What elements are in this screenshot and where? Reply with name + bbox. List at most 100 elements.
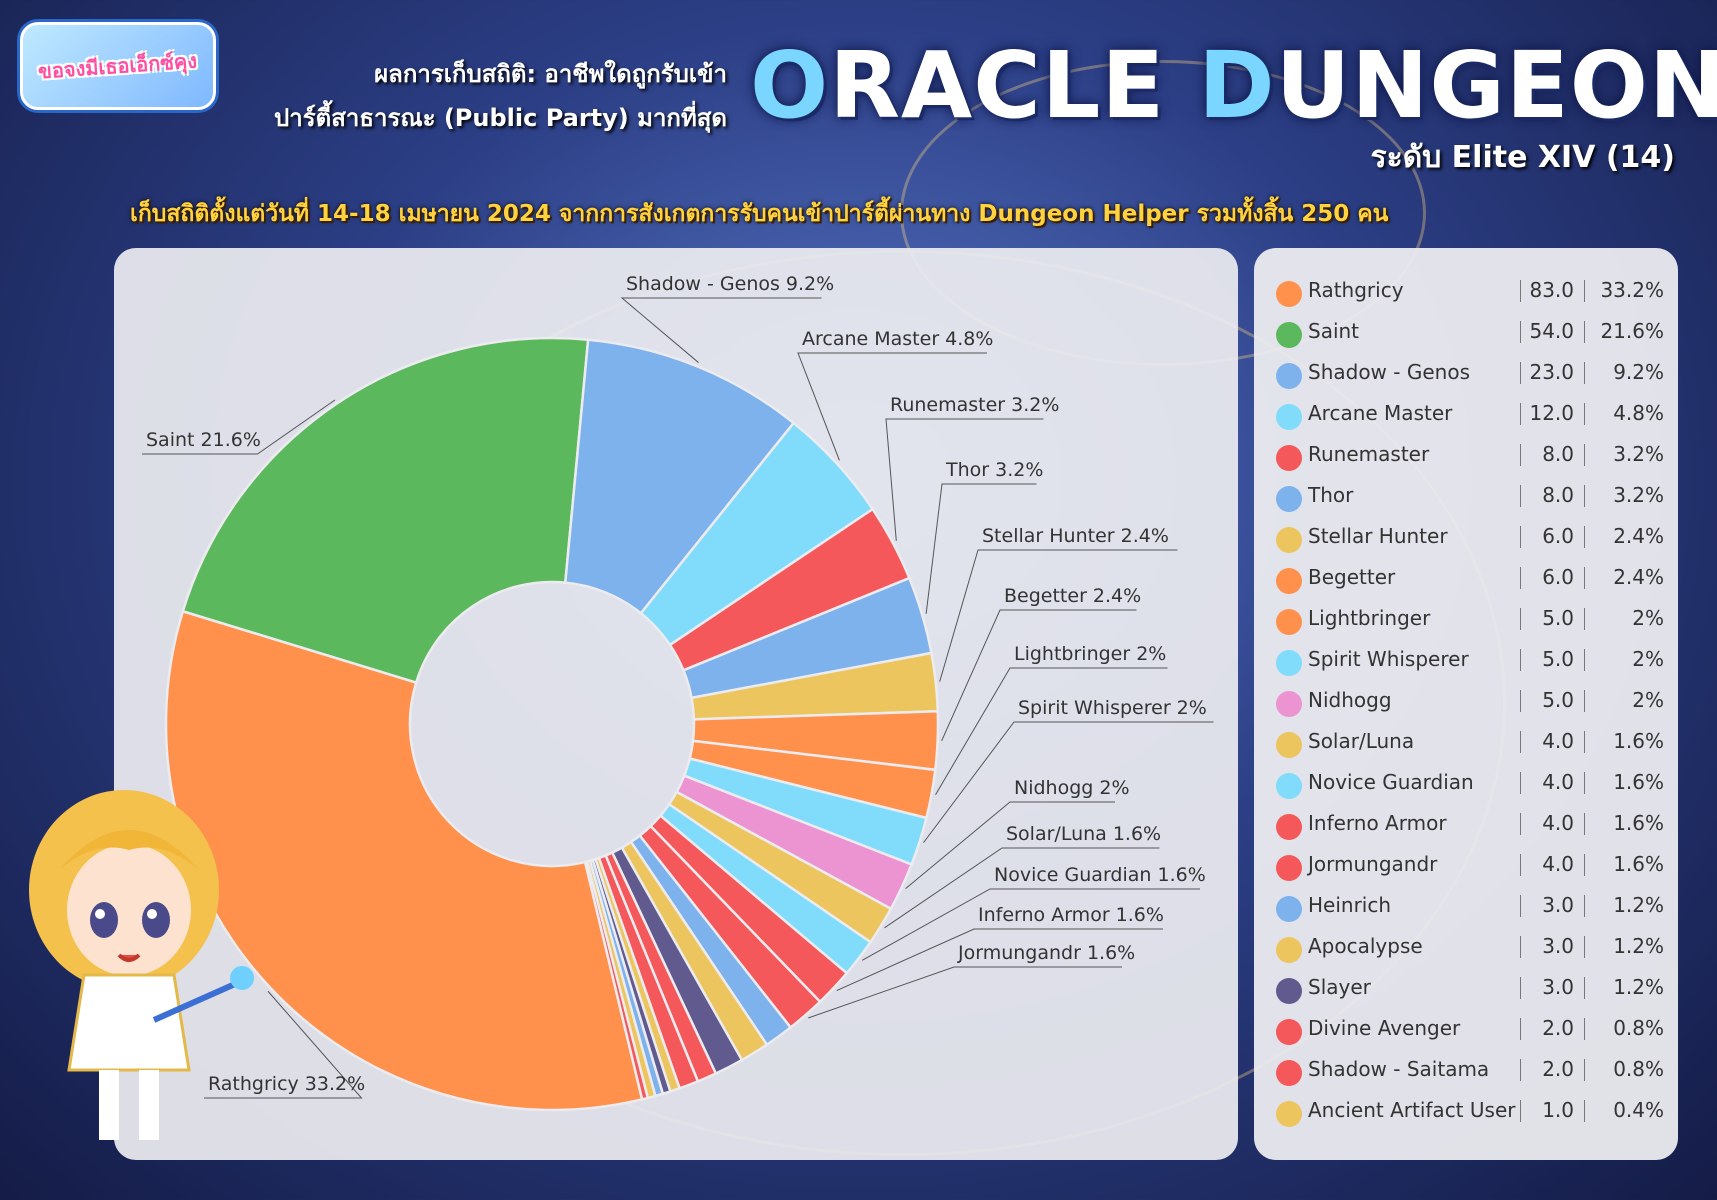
slice-label: Rathgricy 33.2% [208,1073,365,1095]
legend-swatch [1276,855,1302,881]
legend-divider [1584,403,1585,425]
legend-item: Saint 54.0 21.6% [1254,311,1678,352]
legend-percent: 1.6% [1613,729,1664,753]
legend-percent: 2% [1632,647,1664,671]
legend-divider [1584,1100,1585,1122]
legend-divider [1520,977,1521,999]
slice-label: Spirit Whisperer 2% [1018,697,1207,719]
legend-divider [1520,649,1521,671]
legend-value: 8.0 [1542,442,1574,466]
label-leader-line [884,847,1160,929]
legend-value: 3.0 [1542,934,1574,958]
legend-value: 6.0 [1542,524,1574,548]
legend-divider [1520,362,1521,384]
legend-divider [1584,1018,1585,1040]
legend-value: 12.0 [1529,401,1574,425]
legend-percent: 3.2% [1613,442,1664,466]
legend-item: Arcane Master 12.0 4.8% [1254,393,1678,434]
legend-item: Begetter 6.0 2.4% [1254,557,1678,598]
legend-item: Spirit Whisperer 5.0 2% [1254,639,1678,680]
collection-note: เก็บสถิติตั้งแต่วันที่ 14-18 เมษายน 2024… [130,201,1389,227]
legend-divider [1520,1100,1521,1122]
label-leader-line [836,928,1163,991]
legend-name: Arcane Master [1308,401,1453,425]
legend-divider [1584,567,1585,589]
label-leader-line [204,990,363,1099]
slice-label: Solar/Luna 1.6% [1006,823,1161,845]
legend-swatch [1276,773,1302,799]
slice-label: Nidhogg 2% [1014,777,1130,799]
legend-value: 4.0 [1542,729,1574,753]
legend-value: 4.0 [1542,852,1574,876]
legend-swatch [1276,322,1302,348]
legend-name: Saint [1308,319,1360,343]
legend-divider [1520,526,1521,548]
legend-percent: 1.6% [1613,770,1664,794]
slice-label: Jormungandr 1.6% [957,942,1135,964]
legend-percent: 0.8% [1613,1057,1664,1081]
legend-value: 4.0 [1542,811,1574,835]
legend-divider [1584,485,1585,507]
title-accent-2: D [1198,32,1276,139]
legend-divider [1520,731,1521,753]
label-leader-line [941,609,1137,741]
legend-name: Shadow - Genos [1308,360,1470,384]
legend-name: Begetter [1308,565,1396,589]
legend-item: Nidhogg 5.0 2% [1254,680,1678,721]
label-leader-line [620,297,822,363]
legend-percent: 2.4% [1613,524,1664,548]
legend-swatch [1276,691,1302,717]
legend-divider [1584,813,1585,835]
legend-divider [1520,567,1521,589]
legend-divider [1584,608,1585,630]
slice-label: Inferno Armor 1.6% [978,904,1164,926]
slice-label: Thor 3.2% [945,459,1043,481]
legend-swatch [1276,1101,1302,1127]
legend-item: Lightbringer 5.0 2% [1254,598,1678,639]
legend-name: Spirit Whisperer [1308,647,1469,671]
legend-divider [1520,403,1521,425]
legend-divider [1584,444,1585,466]
legend-item: Slayer 3.0 1.2% [1254,967,1678,1008]
legend-divider [1584,280,1585,302]
legend-item: Ancient Artifact User 1.0 0.4% [1254,1090,1678,1131]
legend-name: Thor [1308,483,1354,507]
legend-divider [1584,936,1585,958]
legend-item: Shadow - Genos 23.0 9.2% [1254,352,1678,393]
legend-divider [1520,321,1521,343]
label-leader-line [142,399,336,455]
legend-value: 2.0 [1542,1016,1574,1040]
legend-item: Heinrich 3.0 1.2% [1254,885,1678,926]
legend-divider [1584,895,1585,917]
legend-percent: 4.8% [1613,401,1664,425]
legend-name: Heinrich [1308,893,1392,917]
title-accent-1: O [750,32,830,139]
legend-value: 3.0 [1542,893,1574,917]
legend-name: Ancient Artifact User [1308,1098,1516,1122]
chart-panel: Rathgricy 33.2% Saint 21.6% Shadow - Genos… [114,248,1238,1160]
pie-slice-shadow-genos [563,338,796,616]
legend-percent: 0.4% [1613,1098,1664,1122]
legend-divider [1520,813,1521,835]
legend-percent: 9.2% [1613,360,1664,384]
legend-swatch [1276,609,1302,635]
pie-slice-saint [181,336,590,685]
legend-item: Apocalypse 3.0 1.2% [1254,926,1678,967]
slice-label: Arcane Master 4.8% [802,328,993,350]
label-leader-line [808,966,1122,1019]
legend-name: Runemaster [1308,442,1430,466]
logo-text: ขอจงมีเธอเอ็กซ์คุง [37,48,199,84]
legend-divider [1584,977,1585,999]
legend-divider [1584,526,1585,548]
legend-percent: 21.6% [1600,319,1664,343]
legend-value: 5.0 [1542,688,1574,712]
legend-percent: 1.2% [1613,975,1664,999]
legend-percent: 2.4% [1613,565,1664,589]
legend-divider [1584,772,1585,794]
legend-percent: 0.8% [1613,1016,1664,1040]
legend-name: Shadow - Saitama [1308,1057,1490,1081]
legend-swatch [1276,978,1302,1004]
legend-percent: 3.2% [1613,483,1664,507]
legend-divider [1584,854,1585,876]
legend-divider [1520,485,1521,507]
